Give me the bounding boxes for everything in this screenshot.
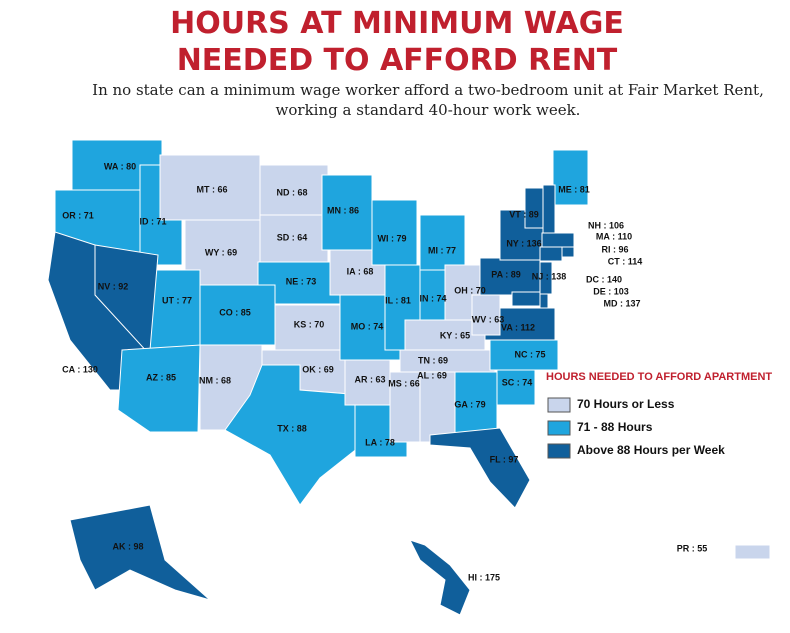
- state-label: SD : 64: [277, 232, 308, 242]
- state-label: CT : 114: [608, 256, 643, 266]
- state-shape: [542, 184, 556, 234]
- state-label: DC : 140: [586, 274, 622, 284]
- state-label: VA : 112: [501, 322, 535, 332]
- state-label: AZ : 85: [146, 372, 176, 382]
- state-shape: [69, 504, 211, 601]
- state-label: NM : 68: [199, 375, 231, 385]
- legend-label: Above 88 Hours per Week: [577, 443, 725, 457]
- state-label: NC : 75: [514, 349, 545, 359]
- state-shape: [552, 149, 589, 206]
- state-label: ME : 81: [558, 184, 590, 194]
- state-label: NY : 136: [506, 238, 541, 248]
- legend-swatch: [547, 397, 571, 413]
- state-label: OH : 70: [454, 285, 486, 295]
- state-shape: [539, 293, 549, 309]
- state-shape: [561, 246, 575, 258]
- state-label: OK : 69: [302, 364, 334, 374]
- state-label: ND : 68: [276, 187, 307, 197]
- state-label: NJ : 138: [532, 271, 567, 281]
- state-shape: [524, 187, 544, 229]
- state-label: KS : 70: [294, 319, 325, 329]
- state-label: VT : 89: [509, 209, 539, 219]
- state-label: MO : 74: [351, 321, 384, 331]
- state-label: KY : 65: [440, 330, 470, 340]
- state-labels: WA : 80 OR : 71 ID : 71 MT : 66 ND : 68 SD : …: [62, 161, 707, 582]
- state-label: GA : 79: [454, 399, 485, 409]
- state-label: IL : 81: [385, 295, 411, 305]
- legend-label: 71 - 88 Hours: [577, 420, 653, 434]
- subtitle-line: working a standard 40-hour work week.: [276, 101, 581, 119]
- state-label: UT : 77: [162, 295, 192, 305]
- legend-title: HOURS NEEDED TO AFFORD APARTMENT: [546, 371, 772, 383]
- legend: 70 Hours or Less 71 - 88 Hours Above 88 Ho…: [547, 397, 725, 459]
- state-label: AL : 69: [417, 370, 447, 380]
- state-label: LA : 78: [365, 437, 395, 447]
- state-label: TX : 88: [277, 423, 307, 433]
- state-label: DE : 103: [593, 286, 629, 296]
- state-label: AR : 63: [354, 374, 385, 384]
- state-label: AK : 98: [112, 541, 143, 551]
- state-label: IA : 68: [347, 266, 374, 276]
- state-label: MN : 86: [327, 205, 359, 215]
- state-shape: [496, 369, 536, 406]
- state-label: CA : 130: [62, 364, 98, 374]
- state-shape: [541, 232, 575, 248]
- state-label: OR : 71: [62, 210, 94, 220]
- state-label: RI : 96: [601, 244, 628, 254]
- title-line: NEEDED TO AFFORD RENT: [177, 43, 618, 78]
- state-label: MS : 66: [388, 378, 420, 388]
- state-label: WA : 80: [104, 161, 136, 171]
- state-label: WY : 69: [205, 247, 237, 257]
- state-label: NV : 92: [98, 281, 129, 291]
- state-label: PA : 89: [491, 269, 521, 279]
- state-label: WV : 63: [472, 314, 505, 324]
- title-line: HOURS AT MINIMUM WAGE: [170, 6, 624, 41]
- legend-swatch: [547, 420, 571, 436]
- state-shape: [734, 544, 771, 560]
- state-label: MA : 110: [596, 231, 632, 241]
- legend-label: 70 Hours or Less: [577, 397, 675, 411]
- state-shape: [117, 344, 201, 433]
- state-label: NE : 73: [286, 276, 317, 286]
- state-label: SC : 74: [502, 377, 533, 387]
- state-label: MI : 77: [428, 245, 456, 255]
- state-shape: [539, 246, 563, 262]
- legend-swatch: [547, 443, 571, 459]
- state-label: FL : 97: [490, 454, 519, 464]
- state-label: IN : 74: [419, 293, 446, 303]
- state-shape: [511, 291, 541, 307]
- subtitle-line: In no state can a minimum wage worker af…: [92, 81, 764, 99]
- state-label: PR : 55: [677, 543, 708, 553]
- state-label: MD : 137: [603, 298, 640, 308]
- state-label: WI : 79: [377, 233, 406, 243]
- states: [47, 139, 771, 616]
- state-label: NH : 106: [588, 220, 624, 230]
- state-label: TN : 69: [418, 355, 448, 365]
- state-shape: [409, 539, 471, 616]
- state-label: MT : 66: [196, 184, 227, 194]
- state-shape: [224, 364, 369, 506]
- state-shape: [539, 261, 553, 295]
- state-shape: [419, 371, 456, 443]
- state-label: ID : 71: [139, 216, 166, 226]
- state-label: HI : 175: [468, 572, 500, 582]
- state-shape: [429, 427, 531, 509]
- state-label: CO : 85: [219, 307, 251, 317]
